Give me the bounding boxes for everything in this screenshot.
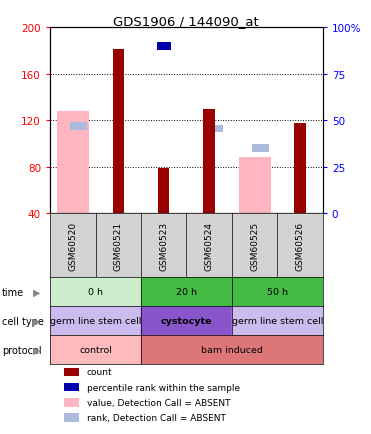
Text: GSM60526: GSM60526 <box>296 221 305 270</box>
Text: 20 h: 20 h <box>176 287 197 296</box>
Text: time: time <box>2 287 24 297</box>
Text: rank, Detection Call = ABSENT: rank, Detection Call = ABSENT <box>87 413 226 422</box>
Bar <box>141 306 232 335</box>
Text: protocol: protocol <box>2 345 42 355</box>
Text: germ line stem cell: germ line stem cell <box>232 316 323 326</box>
Bar <box>157 43 171 50</box>
Text: ▶: ▶ <box>33 287 40 297</box>
Bar <box>50 306 141 335</box>
Text: control: control <box>79 345 112 355</box>
Text: GSM60523: GSM60523 <box>159 221 168 270</box>
Text: GSM60524: GSM60524 <box>205 221 214 270</box>
Bar <box>141 277 232 306</box>
Bar <box>70 123 87 131</box>
Text: cystocyte: cystocyte <box>161 316 212 326</box>
Bar <box>239 158 270 214</box>
Bar <box>64 398 79 407</box>
Text: count: count <box>87 368 112 377</box>
Text: germ line stem cell: germ line stem cell <box>50 316 141 326</box>
Text: GSM60521: GSM60521 <box>114 221 123 270</box>
Bar <box>158 168 170 214</box>
Bar <box>50 335 141 365</box>
Bar <box>112 50 124 214</box>
Bar <box>57 112 89 214</box>
Bar <box>64 383 79 391</box>
Text: ▶: ▶ <box>33 345 40 355</box>
Bar <box>64 414 79 422</box>
Text: GSM60525: GSM60525 <box>250 221 259 270</box>
Text: bam induced: bam induced <box>201 345 263 355</box>
Text: cell type: cell type <box>2 316 44 326</box>
Bar <box>252 145 269 152</box>
Bar <box>294 123 306 214</box>
Text: GSM60520: GSM60520 <box>68 221 77 270</box>
Text: 0 h: 0 h <box>88 287 103 296</box>
Bar <box>202 0 216 4</box>
Text: percentile rank within the sample: percentile rank within the sample <box>87 383 240 392</box>
Bar <box>50 277 141 306</box>
Bar <box>203 109 215 214</box>
Bar <box>232 277 323 306</box>
Bar <box>206 125 223 133</box>
Bar <box>232 306 323 335</box>
Bar <box>293 6 307 13</box>
Text: ▶: ▶ <box>33 316 40 326</box>
Text: value, Detection Call = ABSENT: value, Detection Call = ABSENT <box>87 398 230 407</box>
Bar <box>141 335 323 365</box>
Bar <box>64 368 79 376</box>
Text: GDS1906 / 144090_at: GDS1906 / 144090_at <box>113 15 258 28</box>
Text: 50 h: 50 h <box>267 287 288 296</box>
